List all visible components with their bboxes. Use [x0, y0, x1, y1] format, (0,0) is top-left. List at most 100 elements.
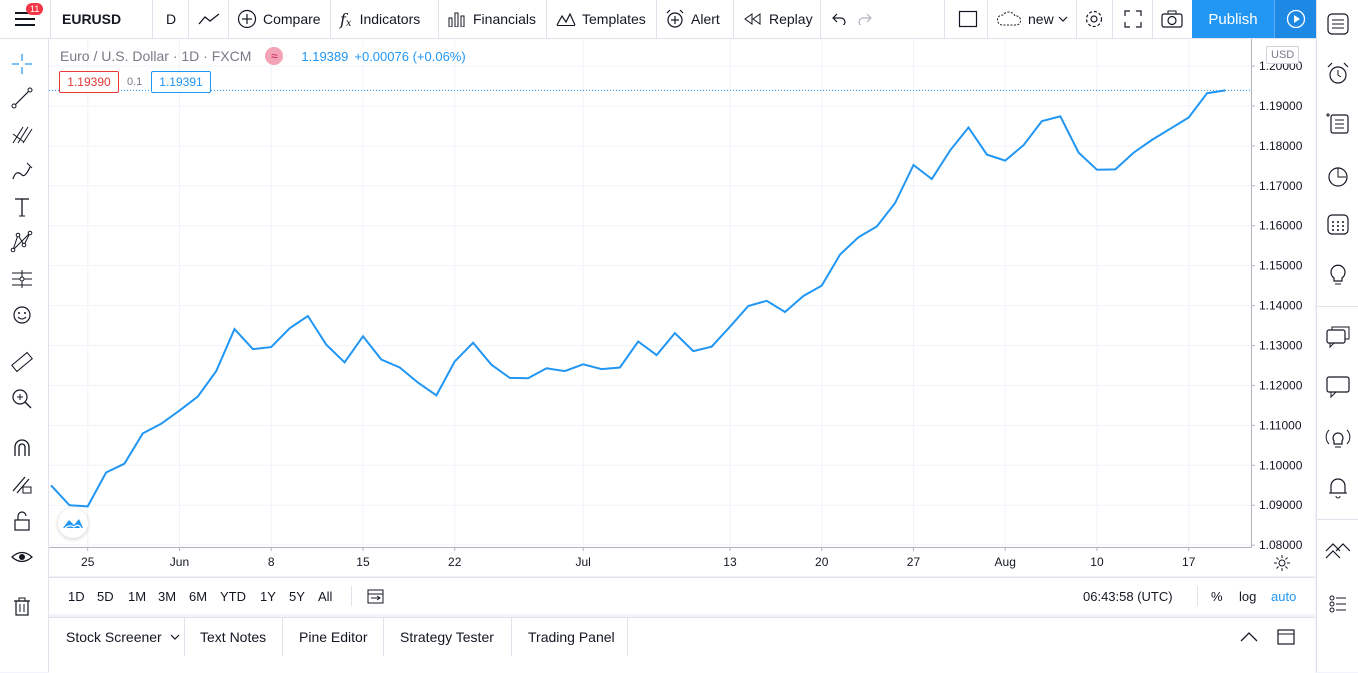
replay-button[interactable]: Replay: [744, 0, 813, 38]
hotlists-button[interactable]: [1324, 162, 1352, 190]
order-panel-button[interactable]: [1324, 537, 1352, 565]
redo-button[interactable]: [858, 0, 874, 38]
price-point: [1003, 159, 1007, 163]
stay-in-drawing-mode-tool[interactable]: [8, 470, 36, 498]
range-3m-button[interactable]: 3M: [158, 588, 177, 604]
price-point: [159, 422, 163, 426]
tab-stock-screener[interactable]: Stock Screener: [66, 618, 180, 656]
alert-button[interactable]: Alert: [665, 0, 720, 38]
magnet-tool[interactable]: [8, 434, 36, 462]
templates-button[interactable]: Templates: [556, 0, 646, 38]
price-point: [379, 357, 383, 361]
price-point: [930, 177, 934, 181]
y-tick-label: 1.16000: [1259, 219, 1303, 233]
replay-play-button[interactable]: [1274, 0, 1317, 38]
tab-pine-editor[interactable]: Pine Editor: [299, 629, 368, 645]
symbol-title[interactable]: Euro / U.S. Dollar · 1D · FXCM: [60, 48, 252, 64]
save-layout-button[interactable]: new: [996, 0, 1054, 38]
publish-button[interactable]: Publish: [1192, 0, 1274, 38]
watchlist-button[interactable]: [1324, 10, 1352, 38]
rewind-icon: [744, 13, 762, 25]
price-chart[interactable]: 1.200001.190001.180001.170001.160001.150…: [49, 39, 1315, 576]
fullscreen-button[interactable]: [1124, 0, 1142, 38]
currency-label[interactable]: USD: [1266, 46, 1300, 64]
range-1m-button[interactable]: 1M: [128, 588, 147, 604]
x-tick-label: Jun: [170, 555, 189, 569]
eye-icon: [10, 545, 34, 569]
percent-scale-button[interactable]: %: [1211, 588, 1223, 604]
range-1y-button[interactable]: 1Y: [260, 588, 276, 604]
alarm-clock-icon: [1326, 62, 1350, 86]
trend-line-tool[interactable]: [8, 84, 36, 112]
price-point: [1150, 138, 1154, 142]
measure-tool[interactable]: [8, 348, 36, 376]
chats-button[interactable]: [1324, 324, 1352, 352]
data-window-button[interactable]: [1324, 110, 1352, 138]
chart-style-button[interactable]: [198, 0, 220, 38]
symbol-search-button[interactable]: EURUSD: [62, 11, 122, 27]
private-chats-button[interactable]: [1324, 373, 1352, 401]
range-5d-button[interactable]: 5D: [97, 588, 114, 604]
auto-scale-button[interactable]: auto: [1271, 588, 1297, 604]
financials-label: Financials: [473, 11, 537, 27]
sell-button[interactable]: 1.19390: [59, 71, 119, 93]
redo-icon: [858, 13, 874, 25]
snapshot-button[interactable]: [1161, 0, 1183, 38]
pitchfork-tool[interactable]: [8, 120, 36, 148]
range-5y-button[interactable]: 5Y: [289, 588, 305, 604]
undo-button[interactable]: [830, 0, 846, 38]
buy-button[interactable]: 1.19391: [151, 71, 211, 93]
chart-pane[interactable]: [49, 39, 1315, 576]
lock-drawings-tool[interactable]: [8, 507, 36, 535]
price-point: [1058, 114, 1062, 118]
ideas-button[interactable]: [1324, 260, 1352, 288]
trend-line-icon: [10, 86, 34, 110]
layout-dropdown-button[interactable]: [1058, 0, 1068, 38]
range-1d-button[interactable]: 1D: [68, 588, 85, 604]
price-point: [416, 381, 420, 385]
tab-strategy-tester[interactable]: Strategy Tester: [400, 629, 494, 645]
tab-trading-panel[interactable]: Trading Panel: [528, 629, 615, 645]
notifications-button[interactable]: [1324, 473, 1352, 501]
streams-button[interactable]: [1324, 424, 1352, 452]
notification-badge: 11: [26, 3, 44, 15]
logo-button[interactable]: [58, 508, 88, 538]
pattern-tool[interactable]: [8, 228, 36, 256]
range-ytd-button[interactable]: YTD: [220, 588, 246, 604]
calendar-button[interactable]: [1324, 210, 1352, 238]
hide-drawings-tool[interactable]: [8, 543, 36, 571]
layout-button[interactable]: [958, 0, 978, 38]
alerts-button[interactable]: [1324, 60, 1352, 88]
collapse-panel-button[interactable]: [1240, 618, 1258, 656]
icons-tool[interactable]: [8, 301, 36, 329]
maximize-panel-button[interactable]: [1277, 618, 1295, 656]
prediction-tool[interactable]: [8, 265, 36, 293]
compare-button[interactable]: Compare: [237, 0, 321, 38]
chevron-down-icon: [1058, 16, 1068, 22]
price-point: [49, 483, 53, 487]
pitchfork-icon: [10, 122, 34, 146]
settings-button[interactable]: [1084, 0, 1104, 38]
range-all-button[interactable]: All: [318, 588, 333, 604]
timezone-clock[interactable]: 06:43:58 (UTC): [1083, 588, 1173, 604]
y-tick-label: 1.15000: [1259, 259, 1303, 273]
price-point: [306, 314, 310, 318]
financials-button[interactable]: Financials: [448, 0, 536, 38]
pencil-lock-icon: [10, 472, 34, 496]
brush-tool[interactable]: [8, 157, 36, 185]
dom-button[interactable]: [1324, 590, 1352, 618]
go-to-date-button[interactable]: [367, 578, 385, 614]
interval-button[interactable]: D: [166, 11, 177, 27]
remove-drawings-tool[interactable]: [8, 592, 36, 620]
range-6m-button[interactable]: 6M: [189, 588, 208, 604]
main-menu-button[interactable]: 11: [8, 0, 44, 38]
tab-text-notes[interactable]: Text Notes: [200, 629, 267, 645]
log-scale-button[interactable]: log: [1239, 588, 1257, 604]
text-tool[interactable]: [8, 193, 36, 221]
axis-settings-button[interactable]: [1272, 553, 1292, 573]
zoom-tool[interactable]: [8, 385, 36, 413]
crosshair-tool[interactable]: [8, 50, 36, 78]
price-point: [251, 347, 255, 351]
